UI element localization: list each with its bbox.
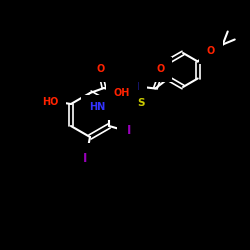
Text: S: S (138, 98, 145, 108)
Text: OH: OH (114, 88, 130, 98)
Text: HN: HN (89, 102, 106, 113)
Text: HO: HO (42, 97, 58, 107)
Text: I: I (83, 152, 87, 166)
Text: O: O (97, 64, 105, 74)
Text: I: I (127, 124, 131, 138)
Text: O: O (156, 64, 164, 74)
Text: HN: HN (123, 82, 140, 92)
Text: O: O (206, 46, 215, 56)
